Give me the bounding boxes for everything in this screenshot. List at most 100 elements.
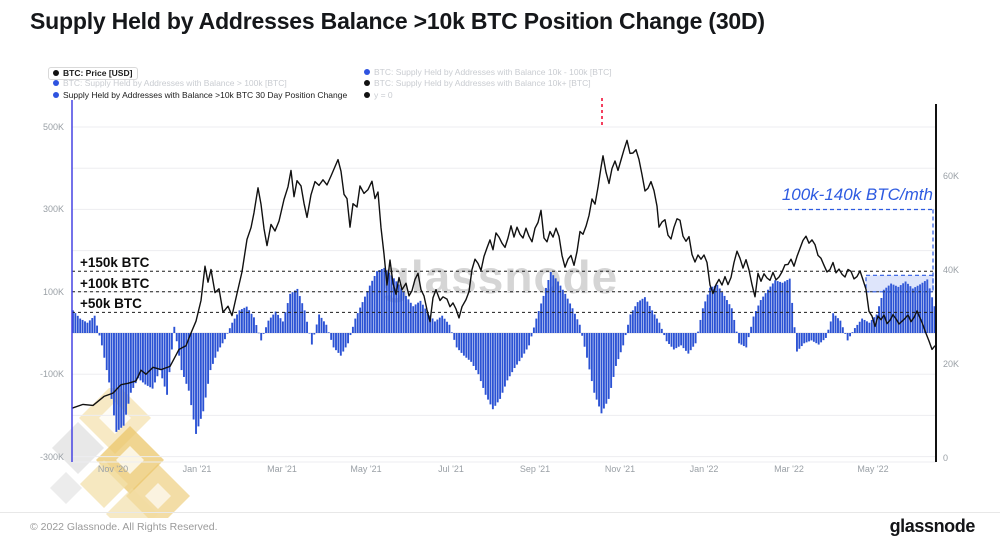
position-change-bar: [557, 281, 559, 333]
position-change-bar: [791, 302, 794, 333]
position-change-bar: [600, 333, 603, 414]
legend-item-left-0[interactable]: BTC: Price [USD]: [48, 67, 139, 80]
position-change-bar: [841, 327, 844, 333]
position-change-bar: [663, 333, 666, 336]
position-change-bar: [615, 333, 617, 366]
legend-item-left-1[interactable]: BTC: Supply Held by Addresses with Balan…: [53, 78, 287, 88]
legend-label: Supply Held by Addresses with Balance >1…: [63, 89, 348, 100]
position-change-bar: [858, 321, 861, 333]
position-change-bar: [767, 289, 769, 333]
legend-label: BTC: Supply Held by Addresses with Balan…: [374, 67, 612, 77]
legend-label: BTC: Supply Held by Addresses with Balan…: [63, 78, 287, 89]
position-change-bar: [619, 333, 622, 353]
position-change-bar: [354, 318, 357, 333]
position-change-bar: [824, 333, 827, 338]
position-change-bar: [170, 333, 173, 350]
position-change-bar: [776, 281, 779, 333]
position-change-bar: [368, 285, 371, 333]
position-change-bar: [549, 272, 552, 333]
legend-item-right-2[interactable]: y = 0: [364, 90, 393, 100]
position-change-bar: [704, 301, 707, 333]
position-change-bar: [378, 270, 381, 333]
position-change-bar: [279, 318, 282, 333]
position-change-bar: [800, 333, 803, 347]
position-change-bar: [467, 333, 470, 360]
position-change-bar: [195, 333, 197, 434]
legend-label: BTC: Price [USD]: [63, 68, 133, 78]
position-change-bar: [670, 333, 673, 347]
position-change-bar: [187, 333, 190, 391]
position-change-bar: [458, 333, 461, 351]
position-change-bar: [395, 281, 398, 333]
position-change-bar: [383, 267, 386, 333]
legend-item-right-1[interactable]: BTC: Supply Held by Addresses with Balan…: [364, 78, 591, 88]
position-change-bar: [250, 313, 253, 333]
position-change-bar: [431, 318, 434, 333]
position-change-bar: [272, 314, 275, 333]
position-change-bar: [484, 333, 487, 395]
position-change-bar: [183, 333, 185, 377]
position-change-bar: [149, 333, 152, 388]
position-change-bar: [426, 312, 429, 333]
range-highlight-box: [865, 274, 934, 293]
position-change-bar: [634, 306, 637, 333]
position-change-bar: [786, 279, 789, 333]
position-change-bar: [706, 294, 709, 333]
position-change-bar: [711, 286, 714, 333]
position-change-bar: [207, 333, 210, 384]
position-change-bar: [735, 331, 738, 333]
position-change-bar: [477, 333, 480, 375]
position-change-bar: [709, 287, 712, 333]
position-change-bar: [168, 333, 171, 373]
position-change-bar: [211, 333, 214, 364]
position-change-bar: [460, 333, 463, 353]
legend-label: y = 0: [374, 89, 393, 100]
position-change-bar: [525, 333, 528, 350]
position-change-bar: [764, 293, 767, 333]
position-change-bar: [219, 333, 222, 348]
position-change-bar: [405, 295, 407, 333]
position-change-bar: [178, 333, 181, 356]
position-change-bar: [303, 310, 306, 333]
position-change-bar: [689, 333, 692, 351]
position-change-bar: [260, 333, 263, 341]
position-change-bar: [701, 308, 704, 333]
position-change-bar: [127, 333, 130, 404]
position-change-bar: [489, 333, 492, 405]
position-change-bar: [798, 333, 801, 349]
position-change-bar: [356, 313, 359, 333]
position-change-bar: [199, 333, 202, 419]
position-change-bar: [545, 287, 547, 333]
position-change-bar: [571, 308, 574, 333]
position-change-bar: [233, 318, 236, 333]
position-change-bar: [516, 333, 518, 365]
legend-item-left-2[interactable]: Supply Held by Addresses with Balance >1…: [53, 90, 347, 100]
position-change-bar: [310, 333, 313, 345]
position-change-bar: [281, 321, 284, 333]
position-change-bar: [566, 298, 569, 333]
position-change-bar: [335, 333, 337, 351]
position-change-bar: [330, 333, 333, 340]
position-change-bar: [769, 286, 772, 333]
position-change-bar: [448, 324, 451, 333]
position-change-bar: [506, 333, 509, 381]
position-change-bar: [723, 295, 726, 333]
position-change-bar: [892, 284, 895, 333]
position-change-bar: [141, 333, 144, 383]
legend-item-right-0[interactable]: BTC: Supply Held by Addresses with Balan…: [364, 67, 612, 77]
position-change-bar: [479, 333, 482, 382]
position-change-bar: [617, 333, 620, 360]
position-change-bar: [588, 333, 591, 370]
position-change-bar: [733, 319, 736, 333]
position-change-bar: [482, 333, 485, 388]
position-change-bar: [680, 333, 683, 346]
position-change-bar: [84, 321, 86, 333]
position-change-bar: [718, 288, 721, 333]
position-change-bar: [728, 304, 731, 333]
position-change-bar: [602, 333, 605, 409]
position-change-bar: [537, 311, 540, 333]
position-change-bar: [808, 333, 810, 342]
position-change-bar: [364, 296, 366, 333]
position-change-bar: [93, 315, 96, 333]
